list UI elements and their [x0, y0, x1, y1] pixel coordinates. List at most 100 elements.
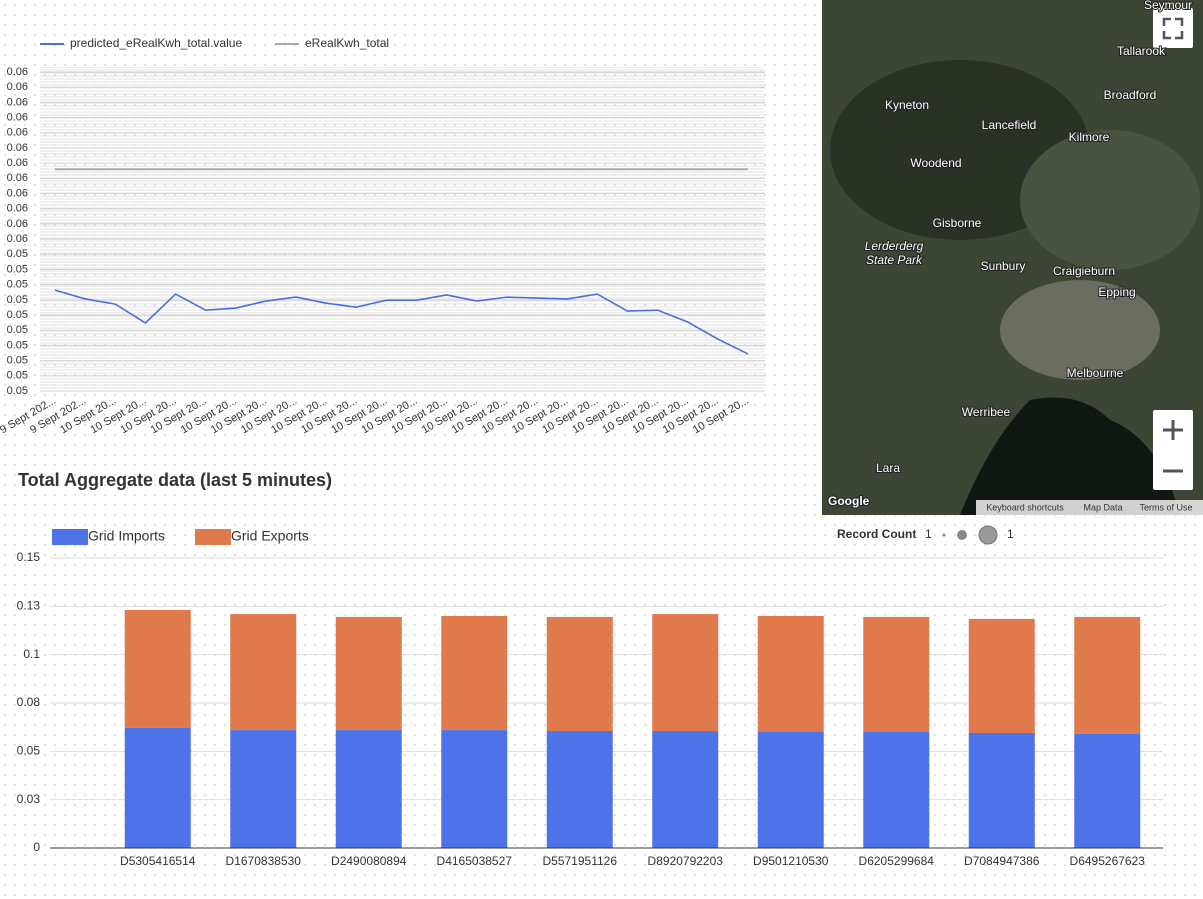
- x-tick-label: D5571951126: [542, 854, 617, 868]
- legend-label: eRealKwh_total: [305, 36, 389, 50]
- x-tick-label: D9501210530: [753, 854, 829, 868]
- size-legend-label: 1: [1007, 527, 1014, 541]
- place-label: Melbourne: [1067, 366, 1124, 380]
- map-logo: Google: [828, 494, 870, 508]
- bar-segment: [546, 731, 613, 848]
- place-label: Werribee: [962, 405, 1011, 419]
- bar-segment: [1074, 616, 1141, 734]
- bay: [960, 397, 1180, 515]
- fullscreen-button[interactable]: [1153, 8, 1193, 48]
- x-tick-label: D8920792203: [648, 854, 724, 868]
- place-label: Tallarook: [1117, 44, 1166, 58]
- y-tick-label: 0.06: [7, 142, 28, 154]
- y-tick-label: 0.06: [7, 127, 28, 139]
- place-label: Kyneton: [885, 98, 929, 112]
- x-tick-label: D6495267623: [1070, 854, 1146, 868]
- bar-segment: [124, 727, 191, 848]
- size-legend-label: 1: [925, 527, 932, 541]
- bar-segment: [968, 618, 1035, 733]
- y-tick-label: 0.06: [7, 96, 28, 108]
- y-tick-label: 0.05: [7, 370, 28, 382]
- legend-swatch: [195, 529, 231, 545]
- y-tick-label: 0.05: [7, 385, 28, 397]
- x-tick-label: D5305416514: [120, 854, 196, 868]
- fullscreen-icon: [1162, 17, 1184, 40]
- place-label: Sunbury: [981, 259, 1026, 273]
- bar-segment: [1074, 733, 1141, 848]
- bar-segment: [546, 616, 613, 732]
- y-tick-label: 0: [33, 840, 40, 854]
- place-label: Epping: [1098, 285, 1135, 299]
- size-legend-swatch: [957, 530, 967, 540]
- y-tick-label: 0.05: [7, 309, 28, 321]
- place-label: Gisborne: [933, 216, 982, 230]
- legend-label: Grid Exports: [231, 528, 309, 544]
- map-footer: [976, 500, 1203, 515]
- bar-segment: [335, 616, 402, 731]
- x-tick-label: D6205299684: [859, 854, 935, 868]
- y-tick-label: 0.03: [17, 792, 41, 806]
- bar-segment: [441, 730, 508, 848]
- legend-swatch: [52, 529, 88, 545]
- y-tick-label: 0.15: [17, 550, 41, 564]
- y-tick-label: 0.13: [17, 599, 41, 613]
- bar-segment: [335, 730, 402, 848]
- place-label: Seymour: [1144, 0, 1192, 12]
- place-label: State Park: [866, 253, 923, 267]
- y-tick-label: 0.05: [7, 279, 28, 291]
- bar-segment: [441, 616, 508, 731]
- bar-segment: [230, 614, 297, 731]
- line-series: [54, 289, 749, 355]
- size-legend-swatch: [942, 533, 946, 537]
- bar-segment: [124, 610, 191, 728]
- y-tick-label: 0.05: [7, 294, 28, 306]
- terrain: [1020, 130, 1200, 270]
- place-label: Craigieburn: [1053, 264, 1115, 278]
- bar-segment: [757, 732, 824, 848]
- bar-segment: [863, 616, 930, 732]
- place-label: Broadford: [1104, 88, 1157, 102]
- legend-label: predicted_eRealKwh_total.value: [70, 36, 242, 50]
- y-tick-label: 0.06: [7, 81, 28, 93]
- zoom-in[interactable]: [1163, 420, 1183, 440]
- chart-title: Total Aggregate data (last 5 minutes): [18, 470, 332, 490]
- y-tick-label: 0.06: [7, 66, 28, 78]
- y-tick-label: 0.05: [7, 324, 28, 336]
- map[interactable]: Seymour Tallarook Kyneton Broadford Lancefie…: [822, 0, 1203, 515]
- bar-segment: [230, 730, 297, 848]
- map-footer-link[interactable]: Terms of Use: [1139, 502, 1192, 512]
- y-tick-label: 0.06: [7, 233, 28, 245]
- y-tick-label: 0.05: [17, 744, 41, 758]
- place-label: Woodend: [910, 156, 961, 170]
- y-tick-label: 0.05: [7, 339, 28, 351]
- place-label: Lerderderg: [865, 239, 924, 253]
- legend-label: Grid Imports: [88, 528, 165, 544]
- size-legend-title: Record Count: [837, 527, 916, 541]
- y-tick-label: 0.06: [7, 157, 28, 169]
- x-tick-label: D1670838530: [226, 854, 302, 868]
- bar-segment: [757, 616, 824, 732]
- y-tick-label: 0.06: [7, 218, 28, 230]
- y-tick-label: 0.05: [7, 248, 28, 260]
- bar-segment: [652, 731, 719, 848]
- place-label: Lara: [876, 461, 900, 475]
- y-tick-label: 0.06: [7, 187, 28, 199]
- y-tick-label: 0.1: [23, 647, 40, 661]
- x-tick-label: D4165038527: [437, 854, 513, 868]
- y-tick-label: 0.05: [7, 355, 28, 367]
- place-label: Lancefield: [982, 118, 1037, 132]
- y-tick-label: 0.06: [7, 172, 28, 184]
- map-footer-link[interactable]: Map Data: [1083, 502, 1122, 512]
- x-tick-label: D7084947386: [964, 854, 1040, 868]
- y-tick-label: 0.06: [7, 203, 28, 215]
- y-tick-label: 0.08: [17, 695, 41, 709]
- bar-segment: [863, 732, 930, 848]
- plot-texture: [40, 67, 765, 391]
- size-legend-swatch: [978, 525, 998, 545]
- y-tick-label: 0.05: [7, 263, 28, 275]
- bar-segment: [652, 614, 719, 732]
- map-footer-link[interactable]: Keyboard shortcuts: [986, 502, 1064, 512]
- urban-area: [1000, 280, 1160, 380]
- bar-segment: [968, 732, 1035, 848]
